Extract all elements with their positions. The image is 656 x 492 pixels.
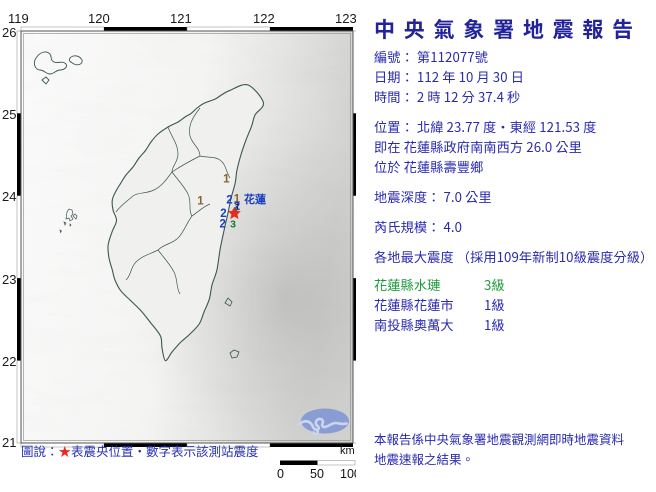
svg-text:花蓮: 花蓮 xyxy=(244,192,266,206)
svg-text:1: 1 xyxy=(223,174,230,186)
svg-text:121: 121 xyxy=(170,11,192,26)
svg-text:122: 122 xyxy=(253,11,275,26)
svg-text:1: 1 xyxy=(197,195,204,207)
svg-text:21: 21 xyxy=(2,435,16,450)
svg-text:22: 22 xyxy=(2,354,16,369)
svg-text:圖說：★表震央位置‧數字表示該測站震度: 圖說：★表震央位置‧數字表示該測站震度 xyxy=(21,441,259,460)
svg-text:2: 2 xyxy=(226,195,232,207)
svg-text:26: 26 xyxy=(2,25,16,40)
svg-text:0: 0 xyxy=(277,467,284,481)
svg-text:km: km xyxy=(340,445,355,457)
svg-text:123: 123 xyxy=(335,11,356,26)
svg-text:23: 23 xyxy=(2,272,16,287)
svg-text:2: 2 xyxy=(219,218,225,230)
svg-text:120: 120 xyxy=(88,11,110,26)
svg-text:119: 119 xyxy=(8,11,29,26)
svg-text:50: 50 xyxy=(310,467,324,481)
svg-text:25: 25 xyxy=(2,107,16,122)
svg-text:100: 100 xyxy=(340,467,356,481)
svg-text:24: 24 xyxy=(2,189,16,204)
svg-text:3: 3 xyxy=(230,219,236,231)
